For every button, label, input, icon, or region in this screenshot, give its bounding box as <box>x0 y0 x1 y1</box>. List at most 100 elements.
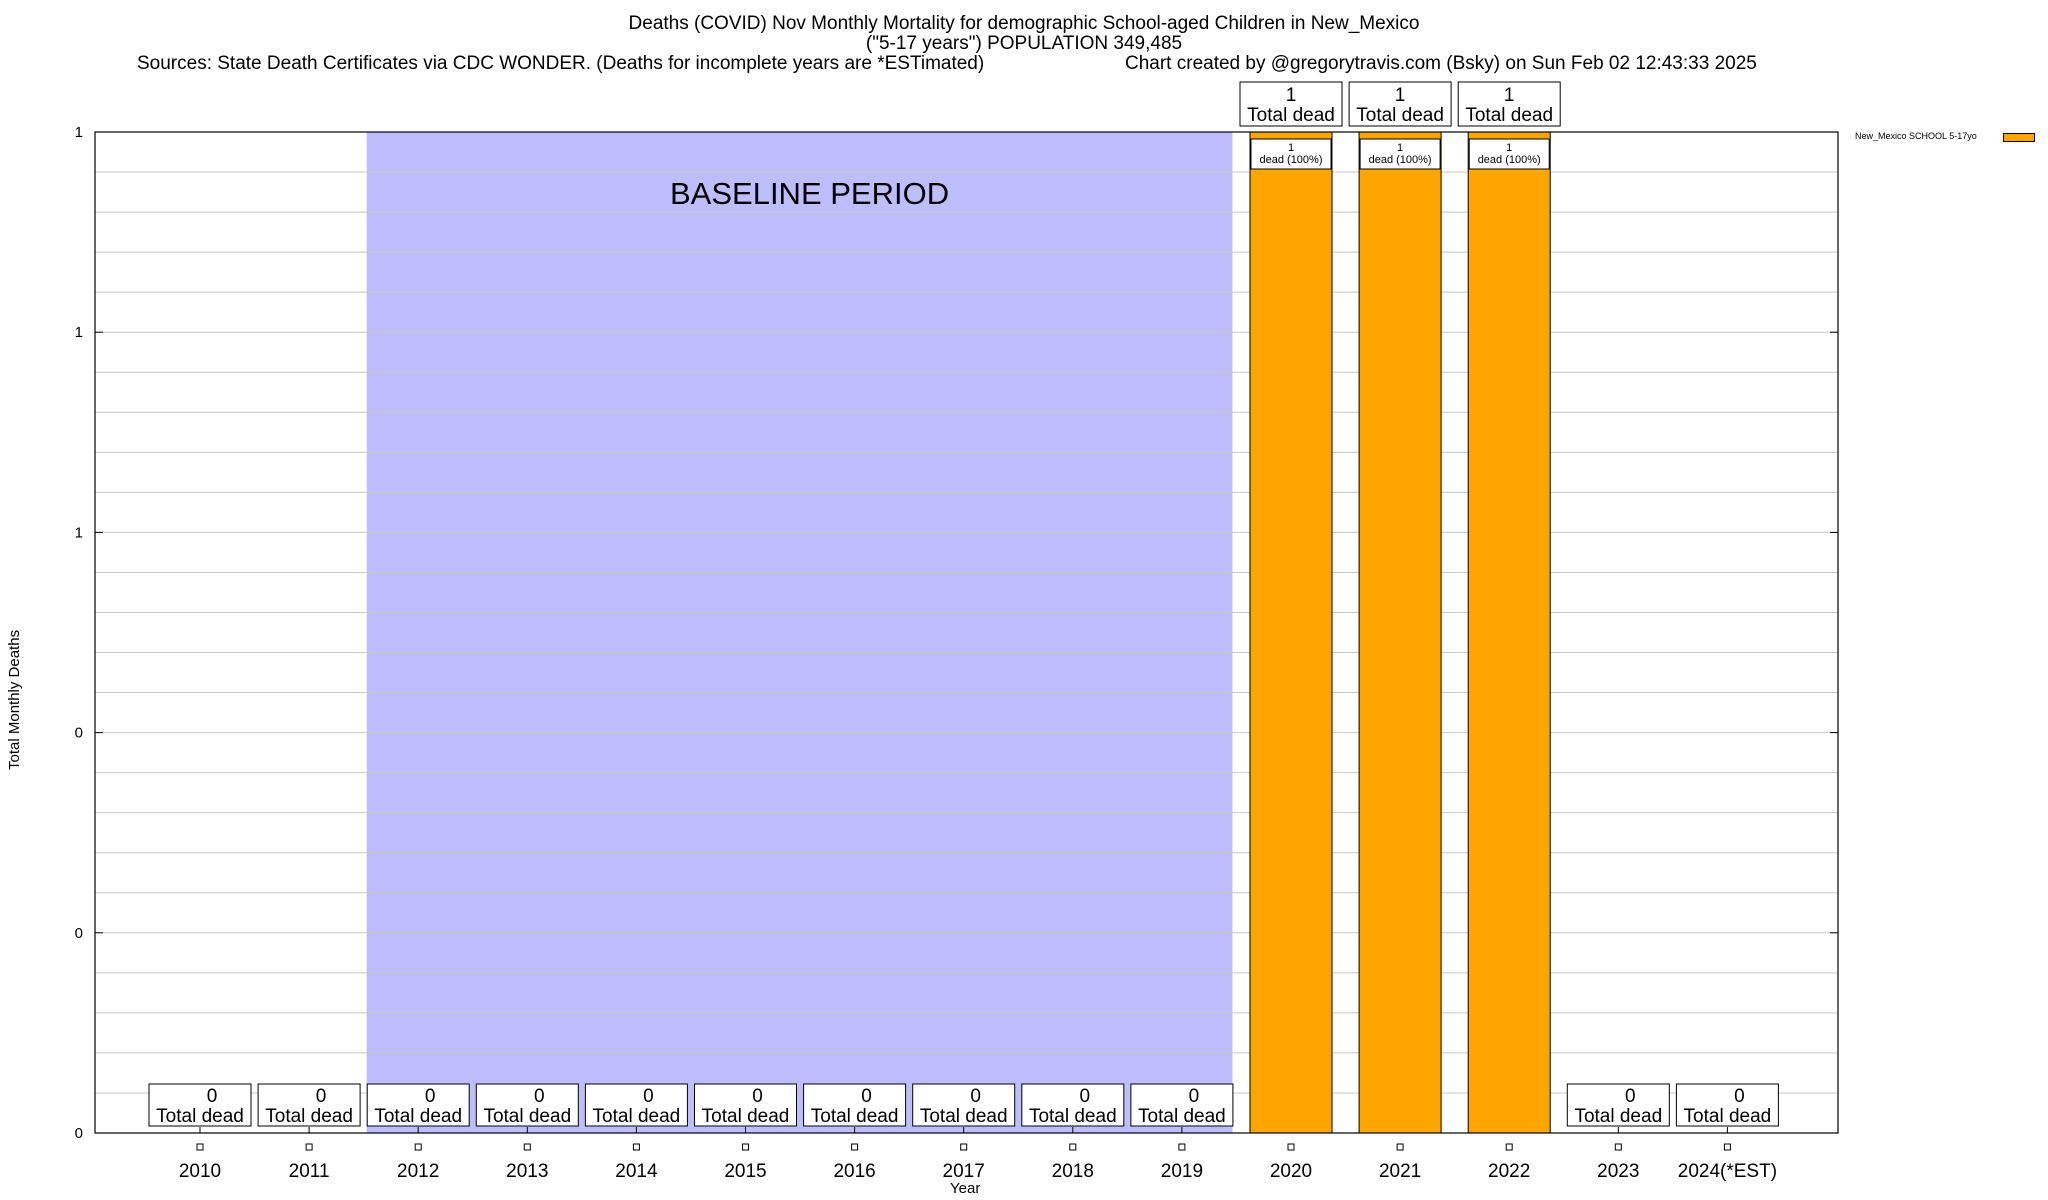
y-tick-label: 1 <box>75 324 83 341</box>
total-value: 0 <box>534 1086 545 1107</box>
total-value: 0 <box>861 1086 872 1107</box>
chart-credit: Chart created by @gregorytravis.com (Bsk… <box>1125 53 1757 74</box>
bar-label-text: dead (100%) <box>1260 154 1323 166</box>
total-value: 1 <box>1286 85 1297 106</box>
x-marker <box>632 1143 640 1151</box>
bar <box>1249 131 1333 1134</box>
x-axis-label: Year <box>950 1180 981 1197</box>
x-tick-label: 2017 <box>943 1161 985 1182</box>
total-value: 1 <box>1504 85 1515 106</box>
total-box <box>366 1083 470 1127</box>
y-tick-label: 1 <box>75 124 83 141</box>
bar-label-count: 1 <box>1506 142 1512 154</box>
total-suffix: Total dead <box>374 1106 462 1127</box>
x-marker <box>1178 1143 1186 1151</box>
total-box <box>148 1083 252 1127</box>
total-box <box>475 1083 579 1127</box>
chart-subtitle: ("5-17 years") POPULATION 349,485 <box>865 33 1183 54</box>
total-suffix: Total dead <box>593 1106 681 1127</box>
bar-label-box <box>1468 138 1550 170</box>
total-value: 0 <box>1189 1086 1200 1107</box>
x-marker <box>851 1143 859 1151</box>
total-value: 0 <box>970 1086 981 1107</box>
total-box <box>1130 1083 1234 1127</box>
total-suffix: Total dead <box>156 1106 244 1127</box>
baseline-period-shade <box>366 132 1233 1133</box>
bar <box>1358 131 1442 1134</box>
total-suffix: Total dead <box>1138 1106 1226 1127</box>
bar-label-count: 1 <box>1288 142 1294 154</box>
y-tick-label: 1 <box>75 524 83 541</box>
x-tick-label: 2023 <box>1597 1161 1639 1182</box>
x-tick-label: 2015 <box>724 1161 766 1182</box>
x-marker <box>1069 1143 1077 1151</box>
x-tick-label: 2022 <box>1488 1161 1530 1182</box>
x-marker <box>1396 1143 1404 1151</box>
baseline-period-label: BASELINE PERIOD <box>670 176 949 211</box>
total-suffix: Total dead <box>1574 1106 1662 1127</box>
x-tick-label: 2012 <box>397 1161 439 1182</box>
total-value: 0 <box>425 1086 436 1107</box>
total-suffix: Total dead <box>1029 1106 1117 1127</box>
x-tick-label: 2018 <box>1052 1161 1094 1182</box>
total-suffix: Total dead <box>1247 105 1335 126</box>
bar-label-box <box>1359 138 1441 170</box>
total-box <box>1239 81 1343 127</box>
x-tick-label: 2011 <box>289 1161 330 1182</box>
bar <box>1467 131 1551 1134</box>
x-marker <box>1505 1143 1513 1151</box>
x-tick-label: 2010 <box>179 1161 221 1182</box>
total-value: 0 <box>643 1086 654 1107</box>
x-marker <box>1723 1143 1731 1151</box>
x-marker <box>523 1143 531 1151</box>
x-marker <box>414 1143 422 1151</box>
total-suffix: Total dead <box>811 1106 899 1127</box>
x-tick-label: 2016 <box>833 1161 875 1182</box>
total-value: 0 <box>316 1086 327 1107</box>
x-marker <box>305 1143 313 1151</box>
x-marker <box>1614 1143 1622 1151</box>
total-value: 0 <box>1080 1086 1091 1107</box>
total-box <box>803 1083 907 1127</box>
x-tick-label: 2013 <box>506 1161 548 1182</box>
total-box <box>1348 81 1452 127</box>
total-suffix: Total dead <box>920 1106 1008 1127</box>
plot-border <box>94 131 1839 1134</box>
total-box <box>1675 1083 1779 1127</box>
total-suffix: Total dead <box>702 1106 790 1127</box>
bar-label-text: dead (100%) <box>1478 154 1541 166</box>
total-suffix: Total dead <box>1356 105 1444 126</box>
total-box <box>694 1083 797 1127</box>
total-box <box>912 1083 1016 1127</box>
y-tick-label: 0 <box>75 925 83 942</box>
y-tick-label: 0 <box>75 725 83 742</box>
total-suffix: Total dead <box>1684 1106 1772 1127</box>
y-tick-label: 0 <box>75 1125 83 1142</box>
total-value: 0 <box>1625 1086 1636 1107</box>
legend-swatch <box>2003 133 2035 142</box>
total-box <box>584 1083 688 1127</box>
bar-label-count: 1 <box>1397 142 1403 154</box>
x-tick-label: 2014 <box>615 1161 658 1182</box>
x-marker <box>196 1143 204 1151</box>
total-box <box>1021 1083 1125 1127</box>
total-box <box>257 1083 361 1127</box>
x-marker <box>960 1143 968 1151</box>
x-tick-label: 2021 <box>1379 1161 1421 1182</box>
total-suffix: Total dead <box>265 1106 353 1127</box>
bar-label-text: dead (100%) <box>1369 154 1432 166</box>
total-value: 0 <box>752 1086 763 1107</box>
x-marker <box>1287 1143 1295 1151</box>
chart-title: Deaths (COVID) Nov Monthly Mortality for… <box>628 13 1420 34</box>
total-box <box>1457 81 1561 127</box>
total-suffix: Total dead <box>483 1106 571 1127</box>
x-tick-label: 2024(*EST) <box>1678 1161 1777 1182</box>
total-box <box>1566 1083 1670 1127</box>
total-value: 1 <box>1395 85 1406 106</box>
total-value: 0 <box>1734 1086 1745 1107</box>
x-tick-label: 2020 <box>1270 1161 1312 1182</box>
total-suffix: Total dead <box>1465 105 1553 126</box>
bar-label-box <box>1250 138 1332 170</box>
total-value: 0 <box>207 1086 218 1107</box>
